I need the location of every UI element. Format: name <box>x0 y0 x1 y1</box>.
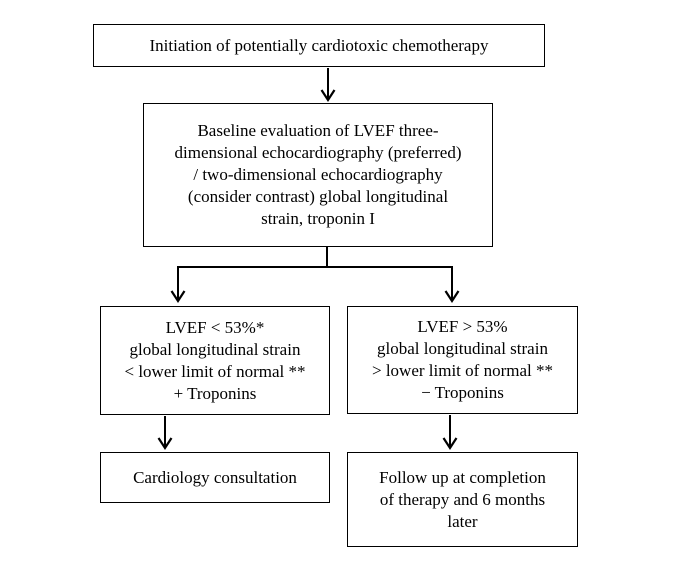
node-start-chemotherapy: Initiation of potentially cardiotoxic ch… <box>93 24 545 67</box>
node-abnormal-findings: LVEF < 53%* global longitudinal strain <… <box>100 306 330 415</box>
arrow-branch-to-normal <box>444 266 460 304</box>
node-followup-line: of therapy and 6 months <box>379 489 546 509</box>
arrow-branch-to-abnormal <box>170 266 186 304</box>
node-baseline-line: Baseline evaluation of LVEF three- <box>197 121 439 140</box>
node-baseline-line: strain, troponin I <box>261 209 375 228</box>
branch-line-baseline-split <box>178 247 452 268</box>
node-baseline-evaluation: Baseline evaluation of LVEF three- dimen… <box>143 103 493 247</box>
arrow-abnormal-to-cardiology <box>157 416 173 451</box>
node-abnormal-line: global longitudinal strain <box>129 339 301 359</box>
node-abnormal-line: + Troponins <box>173 383 257 403</box>
arrow-start-to-baseline <box>320 68 336 103</box>
arrow-normal-to-followup <box>442 415 458 451</box>
node-followup: Follow up at completion of therapy and 6… <box>347 452 578 547</box>
node-baseline-line: (consider contrast) global longitudinal <box>187 187 449 206</box>
node-normal-line: global longitudinal strain <box>377 339 548 358</box>
node-normal-line: > lower limit of normal ** <box>372 361 553 380</box>
node-followup-line: later <box>447 511 478 531</box>
node-followup-line: Follow up at completion <box>379 467 546 487</box>
node-baseline-line: / two-dimensional echocardiography <box>193 165 443 184</box>
node-cardiology-label: Cardiology consultation <box>133 467 297 487</box>
node-abnormal-line: < lower limit of normal ** <box>124 361 306 381</box>
node-start-label: Initiation of potentially cardiotoxic ch… <box>149 35 489 55</box>
node-normal-line: − Troponins <box>421 383 504 402</box>
node-normal-findings: LVEF > 53% global longitudinal strain > … <box>347 306 578 414</box>
node-normal-line: LVEF > 53% <box>417 317 508 336</box>
node-cardiology-consultation: Cardiology consultation <box>100 452 330 503</box>
node-abnormal-line: LVEF < 53%* <box>165 317 265 337</box>
node-baseline-line: dimensional echocardiography (preferred) <box>174 143 462 162</box>
